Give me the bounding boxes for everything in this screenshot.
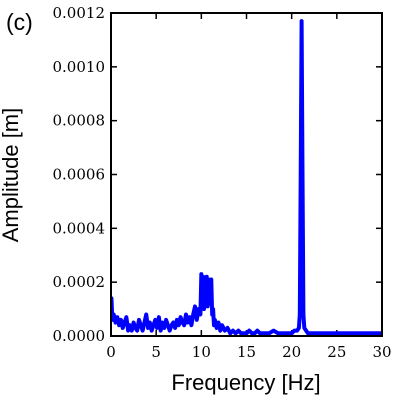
y-tick-label: 0.0010 <box>53 58 106 76</box>
x-tick-label: 0 <box>106 343 116 361</box>
y-tick-label: 0.0006 <box>53 166 106 184</box>
y-tick-label: 0.0000 <box>53 327 106 345</box>
x-axis-ticks: 0 5 10 15 20 25 30 <box>106 13 392 361</box>
plot-area <box>111 19 382 336</box>
x-tick-label: 25 <box>327 343 346 361</box>
x-axis-title: Frequency [Hz] <box>171 370 320 395</box>
y-tick-label: 0.0012 <box>53 4 106 22</box>
x-tick-label: 30 <box>372 343 391 361</box>
panel-label: (c) <box>6 9 33 35</box>
x-tick-label: 10 <box>192 343 211 361</box>
plot-frame <box>110 12 383 337</box>
y-axis-title: Amplitude [m] <box>0 108 23 243</box>
y-axis-ticks: 0.0000 0.0002 0.0004 0.0006 0.0008 0.0010 0.00… <box>53 4 382 345</box>
x-tick-label: 15 <box>237 343 256 361</box>
y-tick-label: 0.0008 <box>53 112 106 130</box>
x-tick-label: 5 <box>151 343 161 361</box>
y-tick-label: 0.0004 <box>53 219 106 237</box>
y-tick-label: 0.0002 <box>53 273 106 291</box>
series-line <box>111 19 382 336</box>
x-tick-label: 20 <box>282 343 301 361</box>
